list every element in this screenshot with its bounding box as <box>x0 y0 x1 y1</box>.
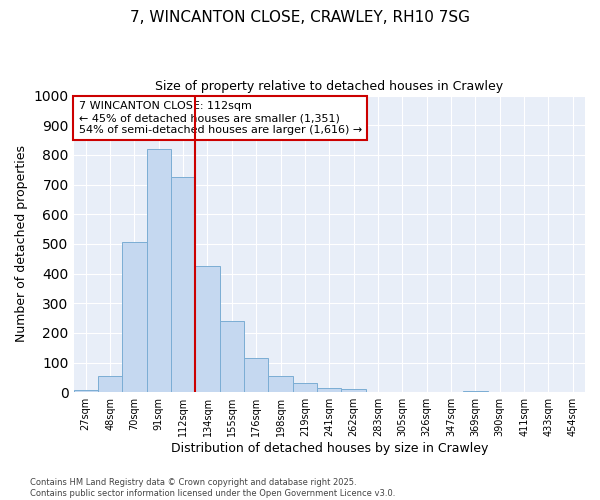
Bar <box>220 321 244 392</box>
Bar <box>196 266 220 392</box>
Bar <box>74 390 98 392</box>
Bar <box>463 390 488 392</box>
Text: 7, WINCANTON CLOSE, CRAWLEY, RH10 7SG: 7, WINCANTON CLOSE, CRAWLEY, RH10 7SG <box>130 10 470 25</box>
Bar <box>146 149 171 392</box>
Bar <box>98 376 122 392</box>
Bar <box>171 177 196 392</box>
Bar <box>317 388 341 392</box>
Bar <box>122 242 146 392</box>
Y-axis label: Number of detached properties: Number of detached properties <box>15 146 28 342</box>
Text: Contains HM Land Registry data © Crown copyright and database right 2025.
Contai: Contains HM Land Registry data © Crown c… <box>30 478 395 498</box>
Bar <box>268 376 293 392</box>
Bar <box>341 388 366 392</box>
Text: 7 WINCANTON CLOSE: 112sqm
← 45% of detached houses are smaller (1,351)
54% of se: 7 WINCANTON CLOSE: 112sqm ← 45% of detac… <box>79 102 362 134</box>
X-axis label: Distribution of detached houses by size in Crawley: Distribution of detached houses by size … <box>170 442 488 455</box>
Bar <box>293 382 317 392</box>
Bar <box>244 358 268 392</box>
Title: Size of property relative to detached houses in Crawley: Size of property relative to detached ho… <box>155 80 503 93</box>
